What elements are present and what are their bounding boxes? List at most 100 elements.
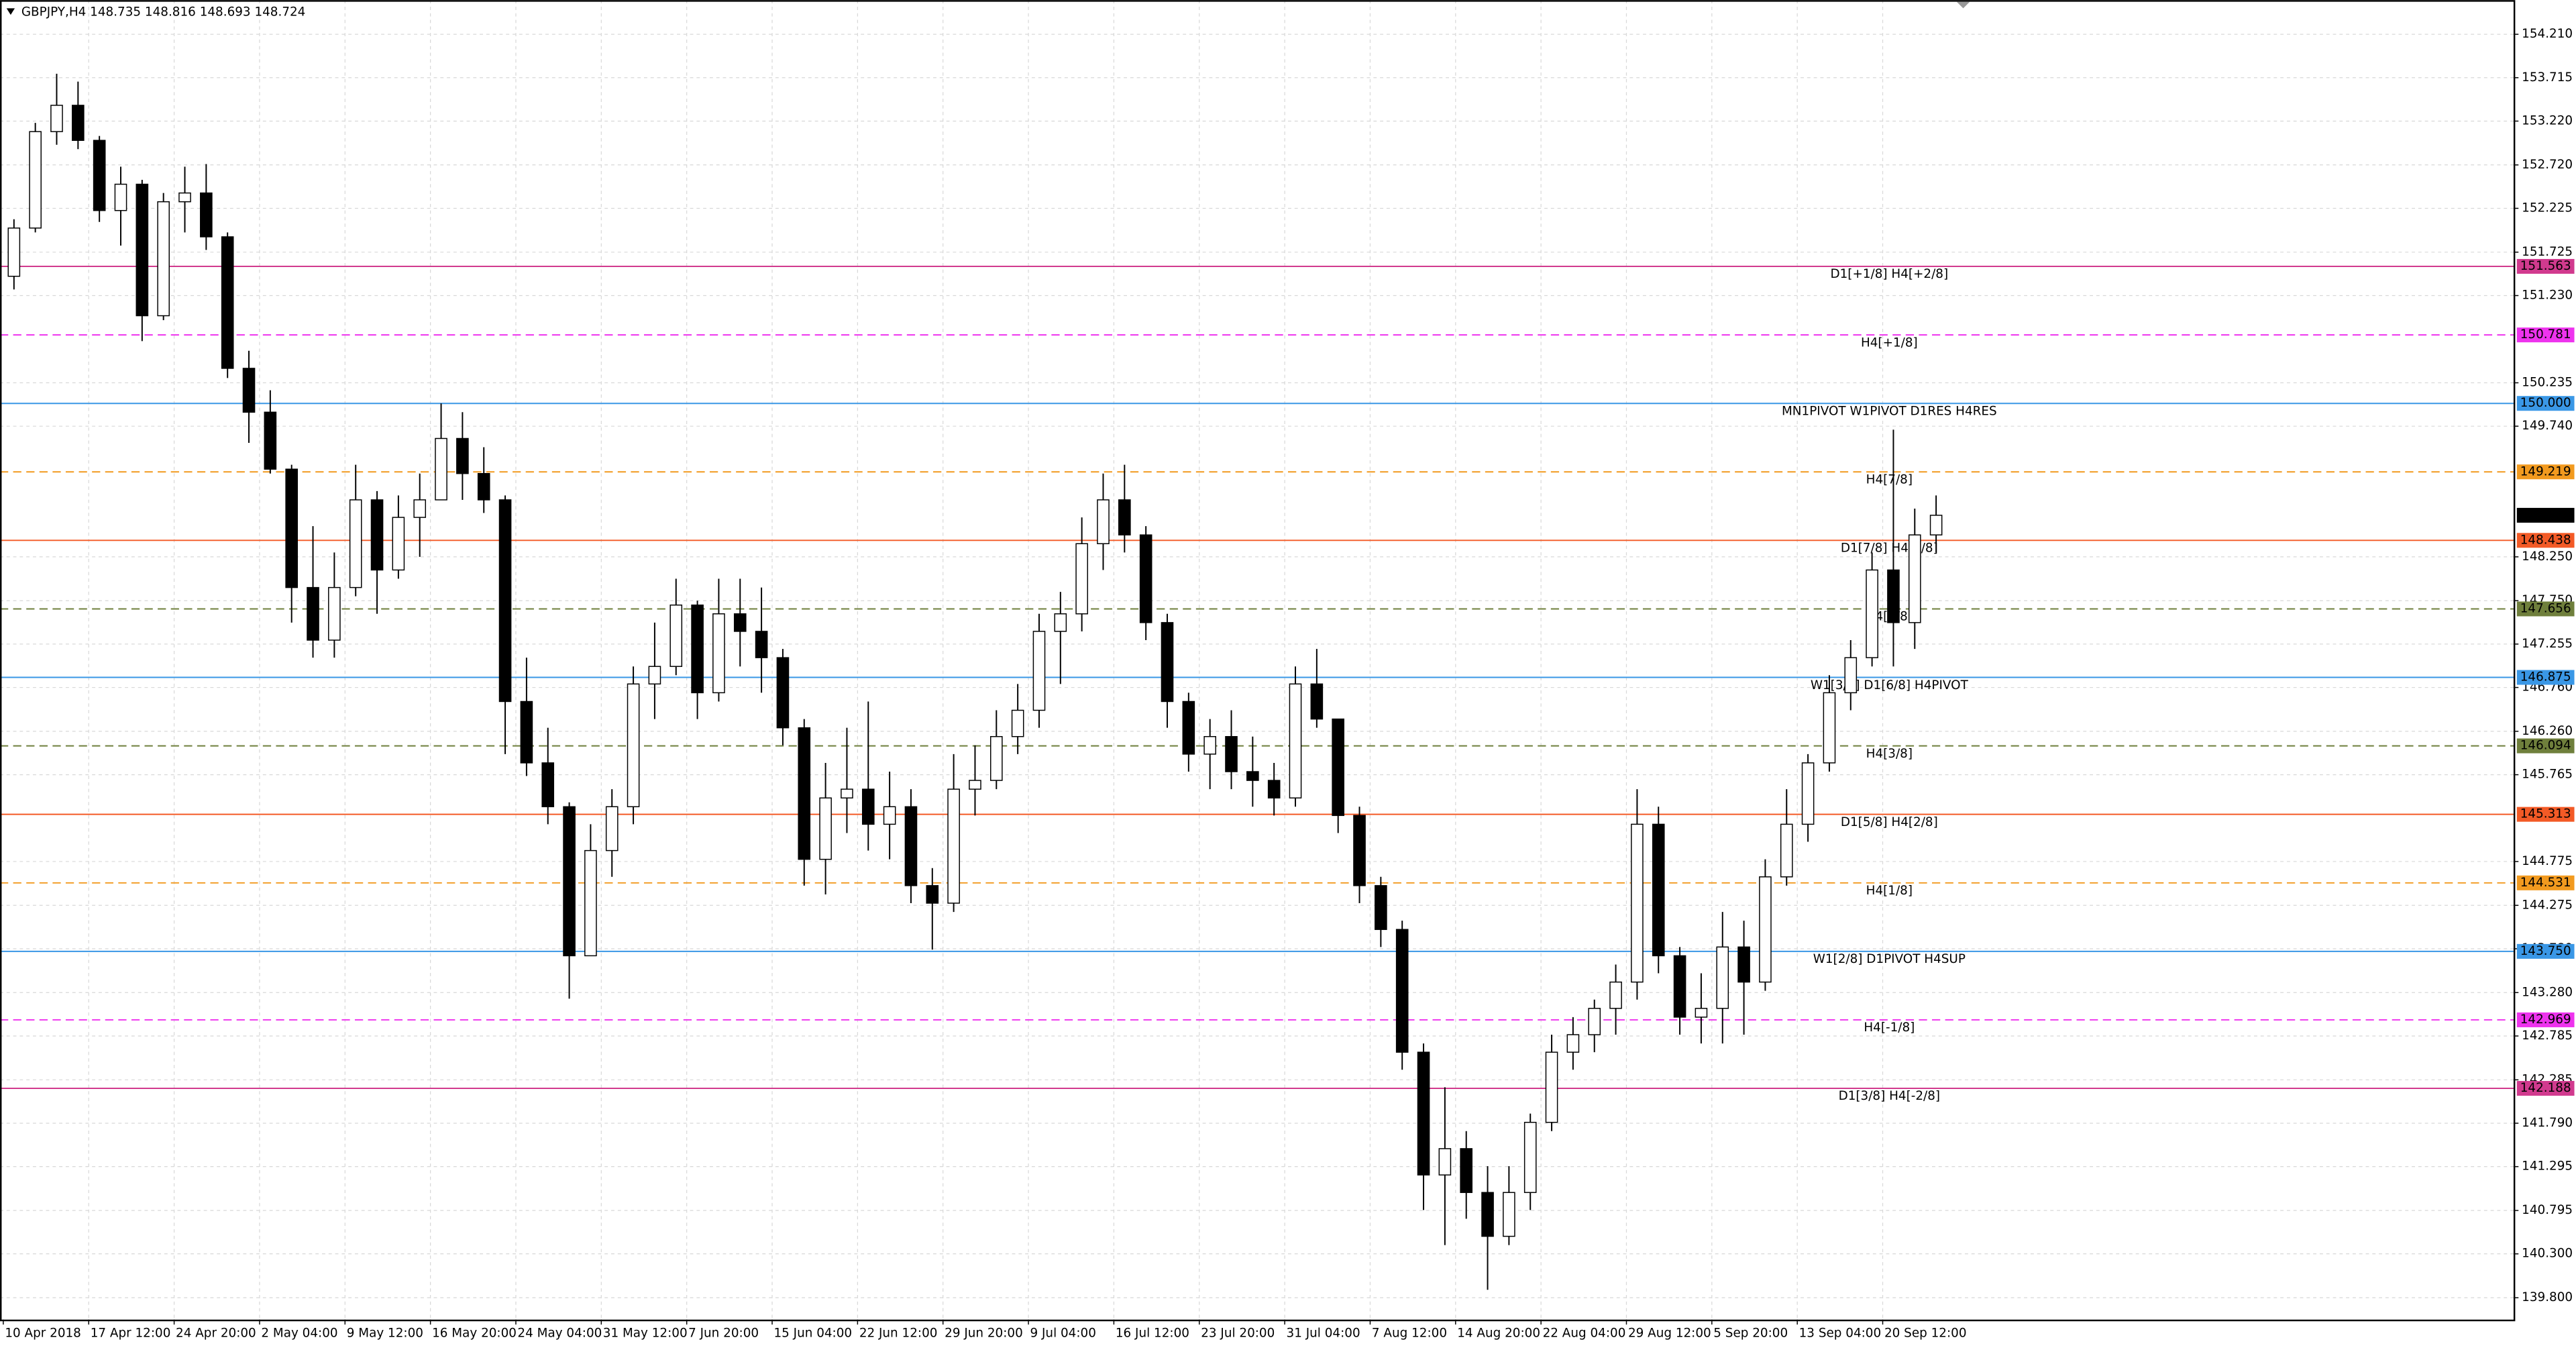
candle-body: [1375, 885, 1387, 930]
candle-body: [520, 701, 533, 764]
level-price-box: [2516, 1012, 2575, 1027]
candle-body: [1545, 1051, 1558, 1123]
candle-body: [242, 368, 256, 413]
x-tick-label: 2 May 04:00: [261, 1326, 337, 1340]
level-text: H4[-1/8]: [1864, 1021, 1915, 1035]
x-tick-label: 24 May 04:00: [517, 1326, 602, 1340]
x-tick-label: 7 Aug 12:00: [1372, 1326, 1447, 1340]
x-tick-label: 17 Apr 12:00: [91, 1326, 171, 1340]
candle-body: [776, 657, 790, 729]
y-tick-label: 151.725: [2522, 245, 2573, 259]
candle-body: [221, 236, 234, 369]
candle-body: [1054, 613, 1067, 632]
candle-body: [1032, 631, 1046, 711]
level-price-box: [2516, 875, 2575, 890]
x-tick-label: 7 Jun 20:00: [688, 1326, 759, 1340]
level-price-box: [2516, 670, 2575, 685]
shift-marker: [1956, 1, 1970, 9]
level-price-label: 146.094: [2520, 739, 2571, 753]
level-price-box: [2516, 533, 2575, 548]
level-text: H4[+1/8]: [1861, 335, 1918, 350]
x-tick-label: 9 May 12:00: [347, 1326, 423, 1340]
level-price-box: [2516, 258, 2575, 274]
candle-body: [1332, 718, 1344, 817]
candle-body: [29, 131, 42, 229]
y-tick-label: 154.210: [2522, 27, 2573, 41]
y-tick-label: 152.720: [2522, 158, 2573, 172]
candle-body: [1417, 1051, 1430, 1176]
y-tick-label: 141.295: [2522, 1159, 2573, 1174]
candle-body: [1267, 780, 1281, 798]
level-price-label: 144.531: [2520, 876, 2571, 890]
candle-body: [1631, 823, 1644, 983]
candle-body: [1310, 683, 1324, 720]
x-tick-label: 31 May 12:00: [603, 1326, 688, 1340]
candle-body: [1823, 692, 1836, 764]
x-tick-label: 22 Aug 04:00: [1543, 1326, 1626, 1340]
candle-body: [947, 788, 960, 904]
candle-body: [1844, 657, 1858, 694]
candle-body: [841, 788, 853, 798]
candle-body: [883, 806, 896, 825]
grid: [0, 0, 2514, 1320]
x-tick-label: 10 Apr 2018: [5, 1326, 81, 1340]
chart-title: GBPJPY,H4 148.735 148.816 148.693 148.72…: [21, 5, 306, 19]
candle-body: [1246, 771, 1259, 781]
axes: 154.210 153.715 153.220 152.720 152.225 151.7…: [3, 27, 2575, 1340]
candle-body: [926, 885, 939, 904]
candle-body: [605, 806, 619, 851]
level-price-label: 143.750: [2520, 944, 2571, 958]
candle-body: [370, 499, 384, 571]
x-tick-label: 24 Apr 20:00: [176, 1326, 256, 1340]
candle-body: [72, 105, 85, 141]
candle-body: [1609, 981, 1622, 1009]
candle-body: [1503, 1192, 1515, 1237]
y-tick-label: 142.785: [2522, 1029, 2573, 1043]
last-price-box: [2516, 507, 2575, 523]
y-tick-label: 148.250: [2522, 550, 2573, 564]
candle-body: [7, 227, 21, 277]
level-price-box: [2516, 327, 2575, 343]
candle-body: [1353, 815, 1366, 886]
y-tick-label: 152.225: [2522, 201, 2573, 215]
candle-body: [1139, 534, 1152, 623]
level-price-box: [2516, 943, 2575, 959]
candle-body: [1759, 876, 1772, 983]
y-tick-label: 143.280: [2522, 985, 2573, 999]
level-price-label: 145.313: [2520, 807, 2571, 821]
candle-body: [798, 727, 811, 860]
x-tick-label: 14 Aug 20:00: [1457, 1326, 1540, 1340]
candle-body: [904, 806, 918, 886]
candle-body: [114, 183, 127, 211]
candle-body: [307, 586, 319, 641]
candle-body: [435, 437, 447, 501]
last-price-label: 148.724: [2520, 508, 2571, 522]
level-text: D1[3/8] H4[-2/8]: [1839, 1089, 1941, 1103]
candle-body: [627, 683, 640, 808]
y-tick-label: 146.260: [2522, 724, 2573, 738]
candle-body: [413, 499, 427, 518]
x-tick-label: 16 May 20:00: [432, 1326, 517, 1340]
x-tick-label: 13 Sep 04:00: [1799, 1326, 1882, 1340]
candle-body: [50, 105, 63, 132]
y-tick-label: 153.715: [2522, 70, 2573, 85]
candle-body: [1118, 499, 1131, 535]
x-tick-label: 5 Sep 20:00: [1713, 1326, 1788, 1340]
level-price-label: 151.563: [2520, 259, 2571, 273]
candle-body: [1695, 1008, 1708, 1018]
candle-body: [1075, 543, 1088, 615]
candle-body: [669, 605, 683, 667]
y-tick-label: 145.765: [2522, 768, 2573, 782]
level-price-label: 150.000: [2520, 396, 2571, 410]
candle-body: [1866, 569, 1878, 658]
x-tick-label: 31 Jul 04:00: [1287, 1326, 1360, 1340]
candle-body: [969, 780, 981, 790]
candle-body: [819, 797, 832, 860]
candle-body: [1182, 701, 1195, 755]
candle-body: [1460, 1148, 1473, 1193]
level-price-box: [2516, 807, 2575, 822]
level-price-box: [2516, 1080, 2575, 1096]
level-price-label: 149.219: [2520, 464, 2571, 478]
